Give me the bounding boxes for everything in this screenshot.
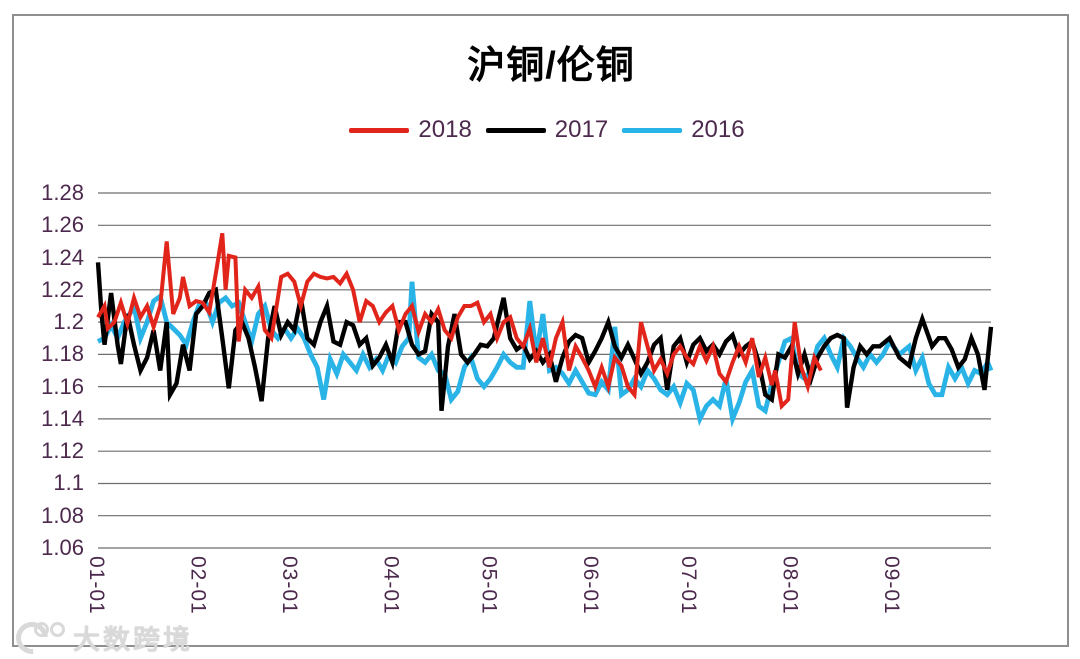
y-tick-label: 1.08 — [41, 502, 84, 528]
watermark: 大数跨境 — [9, 614, 193, 659]
x-tick-label: 09-01 — [879, 556, 903, 615]
y-tick-label: 1.28 — [41, 180, 84, 205]
y-tick-label: 1.24 — [41, 244, 84, 270]
watermark-text: 大数跨境 — [73, 625, 193, 655]
y-tick-label: 1.16 — [41, 373, 84, 399]
y-tick-label: 1.2 — [53, 309, 84, 335]
x-tick-label: 08-01 — [778, 556, 802, 615]
x-tick-label: 05-01 — [477, 556, 501, 615]
legend-line-icon — [349, 127, 410, 133]
series-2016 — [96, 281, 994, 428]
x-tick-label: 04-01 — [379, 556, 403, 615]
y-tick-label: 1.1 — [53, 470, 84, 496]
legend-item-2017: 2017 — [485, 116, 609, 144]
x-tick-label: 01-01 — [85, 556, 108, 615]
y-tick-label: 1.26 — [41, 212, 84, 238]
x-tick-label: 06-01 — [578, 556, 602, 615]
legend-label: 2018 — [418, 116, 472, 143]
y-tick-label: 1.12 — [41, 438, 84, 464]
legend-item-2018: 2018 — [349, 116, 472, 144]
x-tick-label: 02-01 — [186, 556, 210, 615]
legend-line-icon — [622, 127, 683, 133]
chart-legend: 2018 2017 2016 — [0, 116, 1080, 144]
watermark-logo-icon — [9, 614, 65, 659]
y-tick-label: 1.14 — [41, 405, 84, 431]
legend-item-2016: 2016 — [622, 116, 745, 144]
legend-line-icon — [485, 127, 546, 133]
legend-label: 2016 — [691, 116, 745, 143]
x-tick-label: 07-01 — [677, 556, 701, 615]
legend-label: 2017 — [554, 116, 609, 143]
y-tick-label: 1.06 — [41, 535, 84, 560]
x-tick-label: 03-01 — [277, 556, 301, 615]
y-tick-label: 1.18 — [41, 341, 84, 367]
y-tick-label: 1.22 — [41, 276, 84, 302]
chart-title: 沪铜/伦铜 — [467, 45, 635, 87]
series-2018 — [96, 232, 823, 411]
